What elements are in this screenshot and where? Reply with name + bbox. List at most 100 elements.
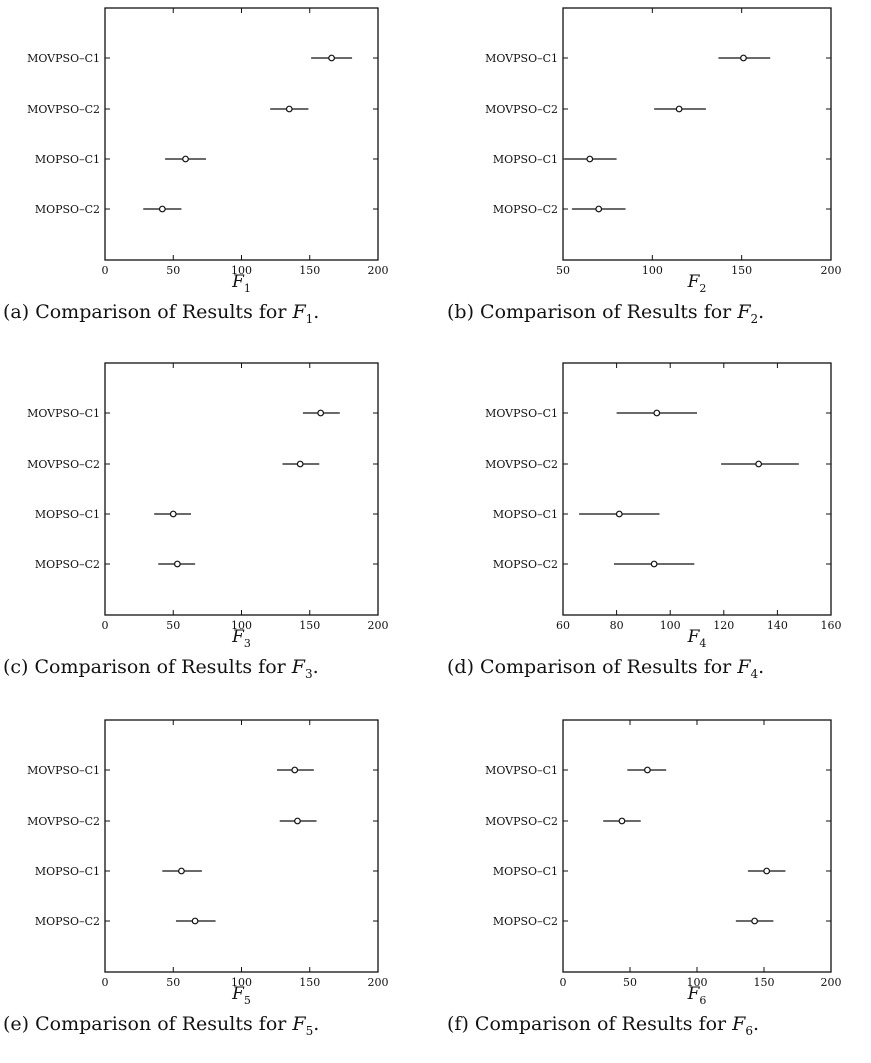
- x-tick-label: 0: [102, 976, 109, 989]
- mean-point: [763, 867, 771, 875]
- mean-point: [291, 766, 299, 774]
- x-tick-label: 200: [821, 976, 842, 989]
- x-tick-label: 160: [821, 619, 842, 632]
- x-axis-label-var: F: [231, 272, 245, 292]
- mean-point: [169, 510, 177, 518]
- x-axis-label-sub: 5: [244, 994, 251, 1007]
- x-tick-label: 100: [642, 264, 663, 277]
- caption-e-text: Comparison of Results for: [35, 1013, 287, 1035]
- caption-d-var: F: [737, 656, 751, 678]
- chart-f5: 0 50 100 150 200 MOVPSO–C1 MOVPSO–C2 MOPSO–C1 MO…: [27, 719, 389, 1007]
- x-tick-label: 120: [713, 619, 734, 632]
- x-tick-label: 100: [687, 976, 708, 989]
- mean-point: [285, 105, 293, 113]
- x-axis-label-var: F: [687, 984, 701, 1004]
- mean-point: [618, 817, 626, 825]
- x-axis-label-var: F: [231, 627, 245, 647]
- caption-c: (c) Comparison of Results for F3.: [3, 656, 319, 681]
- mean-point: [178, 867, 185, 875]
- x-tick-label: 50: [556, 264, 570, 277]
- chart-f4: 60 80 100 120 140 160 MOVPSO–C1 MOVPSO–C2 MOPSO–…: [485, 362, 842, 650]
- category-label: MOVPSO–C2: [27, 103, 100, 116]
- x-axis-label-var: F: [231, 984, 245, 1004]
- chart-f3: 0 50 100 150 200 MOVPSO–C1 MOVPSO–C2 MOPSO–C1 MO…: [27, 362, 389, 650]
- mean-point: [182, 155, 189, 163]
- category-label: MOVPSO–C1: [485, 407, 558, 420]
- panel-c: 0 50 100 150 200 MOVPSO–C1 MOVPSO–C2 MOPSO–C1 MO…: [0, 355, 430, 700]
- plot-frame: [104, 719, 379, 973]
- x-tick-label: 100: [660, 619, 681, 632]
- caption-a-var: F: [292, 301, 306, 323]
- caption-f-label: (f): [447, 1013, 469, 1035]
- caption-e-var: F: [292, 1013, 306, 1035]
- category-label: MOVPSO–C1: [485, 52, 558, 65]
- category-label: MOPSO–C1: [493, 508, 558, 521]
- caption-f-text: Comparison of Results for: [474, 1013, 727, 1035]
- caption-a: (a) Comparison of Results for F1.: [3, 301, 320, 326]
- caption-f-sub: 6: [745, 1023, 753, 1038]
- x-axis-label-sub: 6: [699, 994, 706, 1007]
- plot-frame: [104, 7, 379, 261]
- x-tick-label: 150: [299, 619, 320, 632]
- x-axis-label: F3: [231, 627, 251, 650]
- plot-frame: [562, 362, 832, 616]
- x-tick-label: 0: [102, 619, 109, 632]
- mean-point: [644, 766, 651, 774]
- x-axis-label: F6: [687, 984, 707, 1007]
- category-label: MOVPSO–C1: [27, 407, 100, 420]
- chart-f1: 0 50 100 150 200 MOVPSO–C1 MOVPSO–C2 MOPSO–C1 MO…: [27, 7, 389, 295]
- caption-b-text: Comparison of Results for: [480, 301, 732, 323]
- panel-f: 0 50 100 150 200 MOVPSO–C1 MOVPSO–C2 MOPSO–C1 MO…: [440, 712, 871, 1057]
- x-axis-label-var: F: [687, 627, 701, 647]
- category-label: MOPSO–C1: [35, 508, 100, 521]
- category-label: MOPSO–C1: [493, 865, 558, 878]
- caption-b: (b) Comparison of Results for F2.: [447, 301, 765, 326]
- category-label: MOVPSO–C2: [485, 458, 558, 471]
- category-label: MOVPSO–C2: [27, 458, 100, 471]
- mean-point: [675, 105, 683, 113]
- chart-f6: 0 50 100 150 200 MOVPSO–C1 MOVPSO–C2 MOPSO–C1 MO…: [485, 719, 842, 1007]
- caption-e-sub: 5: [305, 1023, 314, 1038]
- category-label: MOVPSO–C1: [27, 52, 100, 65]
- x-tick-label: 200: [368, 976, 389, 989]
- x-axis-label: F5: [231, 984, 251, 1007]
- panel-d: 60 80 100 120 140 160 MOVPSO–C1 MOVPSO–C2 MOPSO–…: [440, 355, 871, 700]
- panel-a: 0 50 100 150 200 MOVPSO–C1 MOVPSO–C2 MOPSO–C1 MO…: [0, 0, 430, 345]
- mean-point: [173, 560, 181, 568]
- mean-point: [158, 205, 166, 213]
- category-label: MOPSO–C2: [493, 558, 558, 571]
- panel-b: 50 100 150 200 MOVPSO–C1 MOVPSO–C2 MOPSO–C1 MOP…: [440, 0, 871, 345]
- category-label: MOPSO–C2: [35, 558, 100, 571]
- category-label: MOVPSO–C2: [485, 103, 558, 116]
- caption-c-sub: 3: [304, 666, 313, 681]
- x-tick-label: 60: [556, 619, 570, 632]
- x-axis-label: F2: [687, 272, 707, 295]
- mean-point: [653, 409, 661, 417]
- mean-point: [191, 917, 199, 925]
- mean-point: [328, 54, 335, 62]
- x-axis-label-sub: 4: [699, 637, 706, 650]
- x-tick-label: 200: [821, 264, 842, 277]
- category-label: MOPSO–C2: [493, 915, 558, 928]
- plot-frame: [562, 7, 832, 261]
- x-tick-label: 150: [754, 976, 775, 989]
- category-label: MOVPSO–C1: [485, 764, 558, 777]
- mean-point: [296, 460, 304, 468]
- caption-d: (d) Comparison of Results for F4.: [447, 656, 765, 681]
- caption-d-label: (d): [447, 656, 474, 678]
- x-tick-label: 50: [623, 976, 637, 989]
- x-tick-label: 150: [731, 264, 752, 277]
- caption-a-text: Comparison of Results for: [35, 301, 287, 323]
- x-tick-label: 50: [166, 976, 180, 989]
- category-label: MOVPSO–C2: [485, 815, 558, 828]
- chart-f2: 50 100 150 200 MOVPSO–C1 MOVPSO–C2 MOPSO–C1 MOP…: [485, 7, 842, 295]
- x-tick-label: 140: [767, 619, 788, 632]
- x-tick-label: 200: [368, 264, 389, 277]
- caption-e-label: (e): [3, 1013, 30, 1035]
- category-label: MOVPSO–C1: [27, 764, 100, 777]
- x-axis-label-var: F: [687, 272, 701, 292]
- category-label: MOPSO–C1: [493, 153, 558, 166]
- caption-f: (f) Comparison of Results for F6.: [447, 1013, 760, 1038]
- x-axis-label: F4: [687, 627, 707, 650]
- caption-a-sub: 1: [305, 311, 314, 326]
